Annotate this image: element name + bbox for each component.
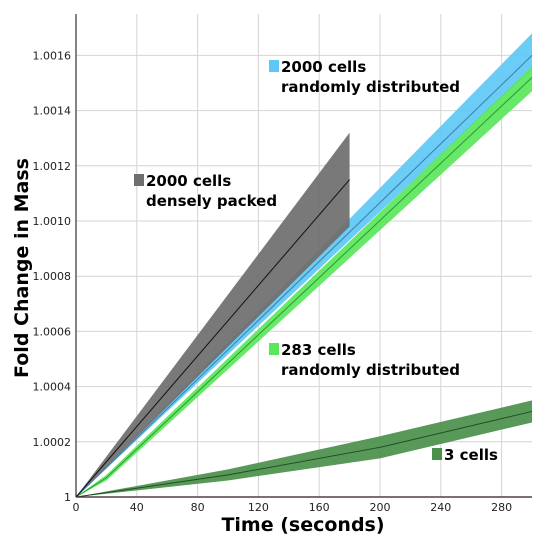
y-tick-label: 1.0006 (33, 325, 72, 338)
y-tick-label: 1.0014 (33, 105, 72, 118)
legend-label: 2000 cells (281, 58, 366, 76)
x-tick-label: 200 (370, 501, 391, 514)
y-tick-label: 1.0010 (33, 215, 72, 228)
legend-label: 283 cells (281, 341, 356, 359)
legend-swatch (432, 448, 442, 460)
legend-swatch (269, 343, 279, 355)
x-tick-label: 40 (130, 501, 144, 514)
legend-label: randomly distributed (281, 78, 460, 96)
x-tick-label: 120 (248, 501, 269, 514)
legend: 2000 cells randomly distributed 283 cells r… (134, 58, 498, 464)
y-tick-label: 1.0012 (33, 160, 72, 173)
x-axis-title: Time (seconds) (221, 514, 384, 536)
series-band (76, 132, 350, 497)
y-axis-title: Fold Change in Mass (11, 158, 33, 378)
legend-swatch (269, 60, 279, 72)
series-mean-line (75, 77, 533, 498)
y-tick-label: 1 (64, 491, 71, 504)
series-mean-line (75, 179, 350, 498)
y-tick-label: 1.0002 (33, 436, 72, 449)
legend-label: 3 cells (444, 446, 498, 464)
x-tick-label: 280 (491, 501, 512, 514)
legend-label: randomly distributed (281, 361, 460, 379)
legend-label: 2000 cells (146, 172, 231, 190)
legend-label: densely packed (146, 192, 277, 210)
legend-swatch (134, 174, 144, 186)
y-tick-label: 1.0008 (33, 270, 72, 283)
x-tick-label: 80 (191, 501, 205, 514)
x-tick-label: 240 (430, 501, 451, 514)
series-bands (76, 33, 532, 497)
tick-labels: 1 1.0002 1.0004 1.0006 1.0008 1.0010 1.0012 1.0… (33, 49, 513, 514)
y-tick-label: 1.0004 (33, 381, 72, 394)
series-mean-line (75, 410, 533, 498)
series-mean-line (75, 55, 533, 498)
x-tick-label: 0 (73, 501, 80, 514)
x-tick-label: 160 (309, 501, 330, 514)
axes (75, 14, 532, 498)
y-tick-label: 1.0016 (33, 49, 72, 62)
